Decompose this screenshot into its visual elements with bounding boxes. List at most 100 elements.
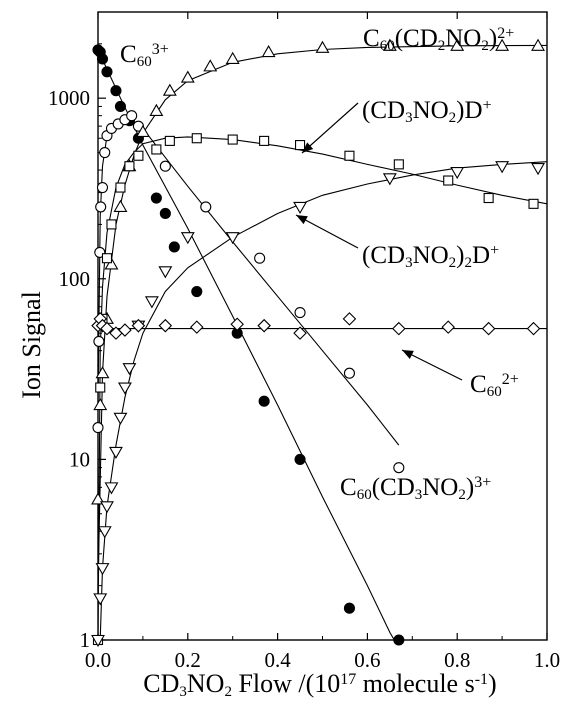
label-c60-cd2no2-2plus-part: C (363, 25, 380, 52)
label-c60-cd3no2-3plus-part: (CD (372, 474, 415, 501)
data-point-series-3 (151, 144, 162, 155)
fit-curve-1 (97, 119, 400, 446)
data-point-series-4 (495, 161, 510, 174)
label-c60-cd3no2-3plus-part: NO (422, 474, 458, 501)
label-c60-3plus: C603+ (120, 41, 169, 70)
label-cd3no2-2-d-plus-part: + (490, 242, 499, 259)
data-point-series-4 (95, 563, 110, 576)
arrow-cd3no2-2-d-plus-head (296, 215, 308, 225)
label-c60-3plus-part: 60 (137, 54, 152, 70)
x-tick-label: 0.4 (264, 648, 291, 672)
data-point-series-2 (531, 38, 545, 51)
data-point-series-1 (393, 462, 405, 474)
data-point-series-4 (293, 201, 307, 215)
data-point-series-0 (343, 602, 355, 614)
arrow-cd3no2-d-plus-line (301, 102, 359, 154)
x-tick-label: 0.2 (175, 648, 201, 672)
data-point-series-0 (258, 395, 270, 407)
arrow-c60-2plus-line (401, 349, 463, 381)
label-cd3no2-d-plus-part: )D (456, 97, 482, 124)
label-c60-cd3no2-3plus: C60(CD3NO2)3+ (340, 474, 491, 503)
arrow-cd3no2-2-d-plus-line (295, 214, 359, 249)
data-point-series-0 (96, 53, 109, 65)
label-cd3no2-d-plus: (CD3NO2)D+ (362, 97, 492, 126)
label-c60-cd2no2-2plus-part: 2 (438, 38, 446, 54)
label-c60-cd2no2-2plus-part: 2 (481, 38, 489, 54)
data-point-series-4 (109, 446, 123, 460)
data-point-series-5 (230, 317, 244, 332)
arrow-c60-2plus-head (402, 350, 414, 359)
axes: 0.0 0.2 0.4 0.6 0.8 1.0 1 10 100 1000 (48, 11, 560, 672)
y-tick-label: 10 (69, 447, 90, 471)
data-point-series-5 (100, 321, 114, 336)
data-point-series-1 (93, 335, 105, 347)
x-axis-title-part: Flow /(10 (232, 669, 340, 698)
data-point-series-1 (92, 422, 104, 434)
label-cd3no2-d-plus-part: (CD (362, 97, 405, 124)
data-point-series-5 (392, 321, 406, 336)
data-point-series-3 (443, 175, 454, 186)
label-c60-cd3no2-3plus-part: 3 (415, 487, 423, 503)
y-tick-label: 1 (80, 628, 91, 652)
label-c60-cd3no2-3plus-part: ) (466, 474, 474, 501)
x-tick-label: 1.0 (534, 648, 560, 672)
y-tick-label: 1000 (48, 86, 90, 110)
data-point-series-3 (101, 253, 113, 264)
data-point-series-0 (294, 453, 306, 465)
data-point-series-2 (382, 38, 397, 51)
x-tick-label: 0.0 (85, 648, 111, 672)
label-c60-2plus: C602+ (470, 371, 519, 400)
data-point-series-0 (101, 66, 113, 78)
data-point-series-5 (293, 326, 307, 340)
label-c60-cd2no2-2plus: C60(CD2NO2)2+ (363, 25, 514, 54)
data-point-series-5 (158, 318, 173, 333)
data-point-series-3 (227, 134, 238, 145)
label-c60-cd3no2-3plus-part: 3+ (474, 474, 491, 491)
x-axis-title-part: CD (143, 669, 179, 698)
data-point-series-0 (150, 192, 162, 204)
data-point-series-0 (159, 207, 171, 220)
data-point-series-1 (126, 110, 138, 122)
data-point-series-2 (95, 366, 110, 379)
data-point-series-4 (144, 296, 159, 309)
label-c60-cd2no2-2plus-part: (CD (395, 25, 438, 52)
label-cd3no2-2-d-plus-part: (CD (362, 242, 405, 269)
data-point-series-3 (164, 135, 175, 146)
data-point-series-2 (180, 70, 195, 83)
x-axis-title-part: molecule s (356, 669, 474, 698)
label-cd3no2-2-d-plus-part: 2 (449, 255, 457, 271)
data-point-series-5 (526, 321, 541, 336)
data-point-series-3 (115, 182, 126, 193)
data-point-series-3 (191, 133, 202, 144)
data-point-series-3 (483, 192, 494, 204)
data-point-series-2 (162, 83, 177, 96)
x-axis-title: CD3NO2 Flow /(1017 molecule s-1) (143, 669, 496, 700)
label-c60-cd3no2-3plus-part: C (340, 474, 357, 501)
label-cd3no2-2-d-plus-part: D (472, 242, 490, 269)
x-axis-title-part: 3 (179, 684, 187, 700)
fit-curve-2 (97, 44, 548, 586)
data-point-series-4 (104, 482, 119, 495)
x-axis-title-part: -1 (475, 671, 488, 688)
data-point-series-0 (110, 85, 122, 97)
data-point-series-3 (95, 382, 106, 393)
data-point-series-3 (294, 140, 306, 151)
data-point-series-1 (159, 160, 171, 172)
data-point-series-0 (168, 241, 180, 253)
data-point-series-2 (149, 103, 164, 116)
label-c60-cd2no2-2plus-part: 60 (380, 38, 395, 54)
label-c60-2plus-part: C (470, 371, 487, 398)
data-point-series-2 (450, 38, 465, 51)
label-c60-cd2no2-2plus-part: 2+ (497, 25, 514, 42)
data-point-series-2 (104, 257, 119, 270)
data-point-series-2 (113, 199, 128, 212)
data-point-series-5 (342, 312, 357, 326)
label-c60-3plus-part: C (120, 41, 137, 68)
data-point-series-3 (393, 159, 404, 170)
data-point-series-3 (106, 219, 117, 230)
data-point-series-4 (158, 266, 173, 279)
data-point-series-0 (393, 634, 405, 646)
label-cd3no2-2-d-plus-part: NO (413, 242, 449, 269)
data-point-series-2 (93, 397, 108, 411)
